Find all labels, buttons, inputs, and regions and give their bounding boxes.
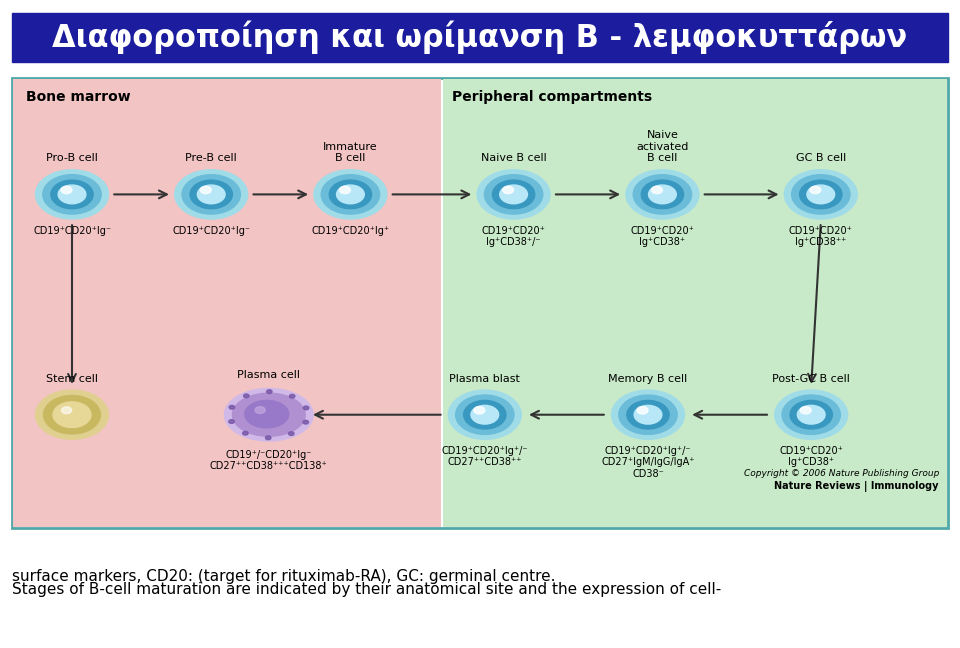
Circle shape bbox=[801, 406, 811, 414]
Text: GC B cell: GC B cell bbox=[796, 154, 846, 163]
Circle shape bbox=[289, 432, 294, 435]
Circle shape bbox=[182, 175, 240, 214]
Text: Copyright © 2006 Nature Publishing Group: Copyright © 2006 Nature Publishing Group bbox=[743, 469, 939, 478]
Circle shape bbox=[485, 175, 542, 214]
Circle shape bbox=[456, 395, 514, 434]
Text: Stages of B-cell maturation are indicated by their anatomical site and the expre: Stages of B-cell maturation are indicate… bbox=[12, 582, 721, 597]
Circle shape bbox=[800, 180, 842, 209]
Circle shape bbox=[175, 170, 248, 219]
Circle shape bbox=[775, 390, 848, 439]
Circle shape bbox=[303, 421, 308, 424]
Circle shape bbox=[266, 436, 271, 439]
Circle shape bbox=[626, 170, 699, 219]
Text: surface markers, CD20: (target for rituximab-RA), GC: germinal centre.: surface markers, CD20: (target for ritux… bbox=[12, 569, 555, 584]
Circle shape bbox=[492, 180, 535, 209]
Circle shape bbox=[503, 186, 514, 194]
Circle shape bbox=[340, 186, 350, 194]
Circle shape bbox=[448, 390, 521, 439]
Text: Naive
activated
B cell: Naive activated B cell bbox=[636, 130, 688, 163]
Text: CD19⁺/⁻CD20⁺Ig⁻
CD27⁺⁺CD38⁺⁺⁺CD138⁺: CD19⁺/⁻CD20⁺Ig⁻ CD27⁺⁺CD38⁺⁺⁺CD138⁺ bbox=[210, 450, 327, 471]
Circle shape bbox=[471, 406, 498, 424]
Circle shape bbox=[634, 175, 691, 214]
Circle shape bbox=[43, 395, 101, 434]
Circle shape bbox=[61, 407, 72, 413]
Circle shape bbox=[314, 170, 387, 219]
Text: Post-GC B cell: Post-GC B cell bbox=[772, 374, 851, 384]
FancyBboxPatch shape bbox=[12, 78, 948, 528]
Text: Διαφοροποίηση και ωρίμανση Β - λεμφοκυττάρων: Διαφοροποίηση και ωρίμανση Β - λεμφοκυττ… bbox=[53, 21, 907, 54]
Circle shape bbox=[464, 400, 506, 429]
Circle shape bbox=[228, 420, 234, 423]
Circle shape bbox=[627, 400, 669, 429]
Text: Immature
B cell: Immature B cell bbox=[324, 142, 377, 163]
Circle shape bbox=[807, 185, 834, 203]
Circle shape bbox=[329, 180, 372, 209]
Circle shape bbox=[810, 186, 821, 194]
Text: Nature Reviews | Immunology: Nature Reviews | Immunology bbox=[775, 481, 939, 492]
Circle shape bbox=[198, 185, 225, 203]
Text: Bone marrow: Bone marrow bbox=[26, 90, 131, 104]
Circle shape bbox=[784, 170, 857, 219]
Circle shape bbox=[267, 390, 272, 393]
Circle shape bbox=[59, 185, 85, 203]
FancyBboxPatch shape bbox=[12, 13, 948, 62]
Circle shape bbox=[612, 390, 684, 439]
Polygon shape bbox=[232, 393, 305, 436]
FancyBboxPatch shape bbox=[443, 79, 947, 527]
Circle shape bbox=[652, 186, 662, 194]
Circle shape bbox=[337, 185, 364, 203]
Text: CD19⁺CD20⁺
Ig⁺CD38⁺: CD19⁺CD20⁺ Ig⁺CD38⁺ bbox=[631, 226, 694, 247]
Text: CD19⁺CD20⁺Ig⁺/⁻
CD27⁺⁺CD38⁺⁺: CD19⁺CD20⁺Ig⁺/⁻ CD27⁺⁺CD38⁺⁺ bbox=[442, 446, 528, 467]
Circle shape bbox=[635, 406, 661, 424]
Circle shape bbox=[229, 406, 234, 409]
Text: Naive B cell: Naive B cell bbox=[481, 154, 546, 163]
Circle shape bbox=[290, 395, 295, 398]
Circle shape bbox=[477, 170, 550, 219]
Circle shape bbox=[500, 185, 527, 203]
Circle shape bbox=[641, 180, 684, 209]
Text: Plasma cell: Plasma cell bbox=[237, 370, 300, 380]
Circle shape bbox=[798, 406, 825, 424]
Text: Memory B cell: Memory B cell bbox=[609, 374, 687, 384]
Text: CD19⁺CD20⁺Ig⁻: CD19⁺CD20⁺Ig⁻ bbox=[172, 226, 251, 235]
Text: CD19⁺CD20⁺Ig⁻: CD19⁺CD20⁺Ig⁻ bbox=[33, 226, 111, 235]
Text: CD19⁺CD20⁺
Ig⁺CD38⁺⁺: CD19⁺CD20⁺ Ig⁺CD38⁺⁺ bbox=[789, 226, 852, 247]
Text: CD19⁺CD20⁺
Ig⁺CD38⁺: CD19⁺CD20⁺ Ig⁺CD38⁺ bbox=[780, 446, 843, 467]
Circle shape bbox=[43, 175, 101, 214]
Circle shape bbox=[474, 406, 485, 414]
Circle shape bbox=[782, 395, 840, 434]
Circle shape bbox=[792, 175, 850, 214]
Circle shape bbox=[637, 406, 648, 414]
Circle shape bbox=[51, 180, 93, 209]
Circle shape bbox=[243, 432, 248, 435]
Text: CD19⁺CD20⁺Ig⁺: CD19⁺CD20⁺Ig⁺ bbox=[311, 226, 390, 235]
Circle shape bbox=[322, 175, 379, 214]
Text: CD19⁺CD20⁺
Ig⁺CD38⁺/⁻: CD19⁺CD20⁺ Ig⁺CD38⁺/⁻ bbox=[482, 226, 545, 247]
Circle shape bbox=[36, 170, 108, 219]
Text: Plasma blast: Plasma blast bbox=[449, 374, 520, 384]
Polygon shape bbox=[245, 400, 289, 428]
Circle shape bbox=[303, 406, 309, 410]
Circle shape bbox=[244, 394, 249, 398]
Text: Peripheral compartments: Peripheral compartments bbox=[452, 90, 652, 104]
Circle shape bbox=[53, 402, 91, 428]
Circle shape bbox=[619, 395, 677, 434]
Text: Stem cell: Stem cell bbox=[46, 374, 98, 384]
Circle shape bbox=[201, 186, 211, 194]
Circle shape bbox=[255, 407, 265, 413]
Text: CD19⁺CD20⁺Ig⁺/⁻
CD27⁺IgM/IgG/IgA⁺
CD38⁻: CD19⁺CD20⁺Ig⁺/⁻ CD27⁺IgM/IgG/IgA⁺ CD38⁻ bbox=[601, 446, 695, 479]
Text: Pre-B cell: Pre-B cell bbox=[185, 154, 237, 163]
Circle shape bbox=[190, 180, 232, 209]
Text: Pro-B cell: Pro-B cell bbox=[46, 154, 98, 163]
Circle shape bbox=[36, 390, 108, 439]
Circle shape bbox=[61, 186, 72, 194]
Polygon shape bbox=[225, 389, 313, 441]
Circle shape bbox=[790, 400, 832, 429]
Circle shape bbox=[649, 185, 676, 203]
FancyBboxPatch shape bbox=[13, 79, 441, 527]
